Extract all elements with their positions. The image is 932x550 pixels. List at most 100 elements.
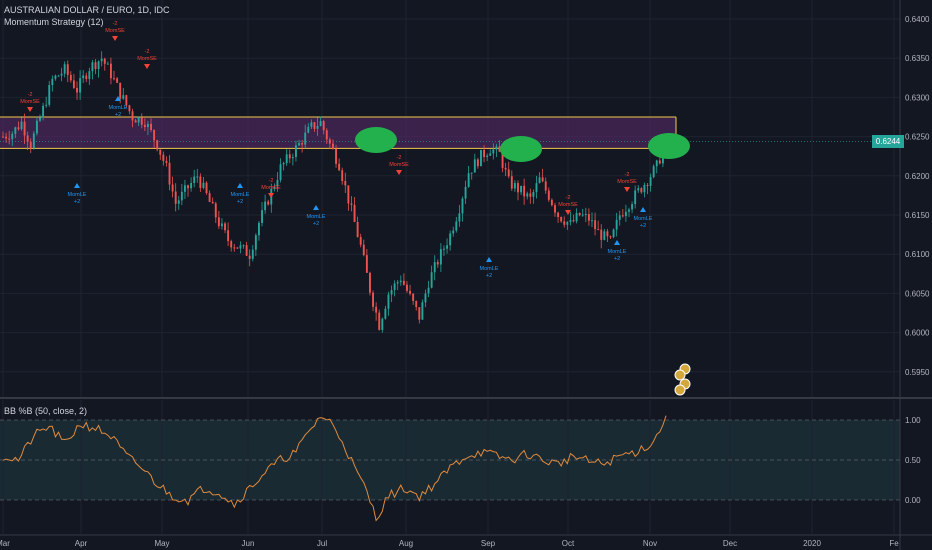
touch-highlights bbox=[355, 127, 690, 162]
candle-body bbox=[658, 160, 661, 164]
short-entry-label: MomSE bbox=[261, 185, 281, 191]
price-tick-label: 0.6200 bbox=[905, 172, 930, 181]
candle-body bbox=[42, 105, 45, 118]
candle-body bbox=[153, 129, 156, 141]
short-entry-label: MomSE bbox=[137, 56, 157, 62]
candle-body bbox=[254, 235, 257, 250]
candle-body bbox=[563, 221, 566, 225]
replay-icon-b[interactable] bbox=[674, 369, 686, 381]
candle-body bbox=[227, 230, 230, 242]
short-entry-arrow bbox=[112, 36, 118, 41]
candle-body bbox=[307, 126, 310, 133]
short-entry-qty: -2 bbox=[145, 49, 150, 55]
long-entry-qty: +2 bbox=[115, 112, 121, 118]
time-tick-label: Oct bbox=[562, 539, 575, 548]
time-tick-label: May bbox=[154, 539, 169, 548]
candle-body bbox=[276, 180, 279, 187]
candle-body bbox=[51, 78, 54, 86]
long-entry-label: MomLE bbox=[608, 249, 627, 255]
candle-body bbox=[224, 223, 226, 231]
candle-body bbox=[279, 164, 282, 181]
indicator-title[interactable]: BB %B (50, close, 2) bbox=[4, 406, 88, 416]
candle-body bbox=[85, 75, 88, 80]
short-entry-label: MomSE bbox=[105, 28, 125, 34]
candle-body bbox=[652, 166, 655, 178]
candle-body bbox=[492, 149, 495, 154]
price-tick-label: 0.6300 bbox=[905, 93, 930, 102]
candle-body bbox=[547, 190, 550, 200]
candle-body bbox=[261, 210, 263, 223]
candle-body bbox=[199, 176, 202, 188]
candle-body bbox=[239, 245, 242, 249]
time-tick-label: Nov bbox=[643, 539, 657, 548]
long-entry-arrow bbox=[115, 96, 121, 101]
price-axis[interactable]: 0.6400 0.6350 0.6300 0.6250 0.6200 0.6150 0.61… bbox=[905, 15, 930, 377]
candle-body bbox=[362, 244, 365, 256]
candle-body bbox=[125, 95, 128, 106]
candle-body bbox=[2, 136, 4, 138]
candle-body bbox=[174, 191, 177, 204]
candle-body bbox=[113, 78, 115, 80]
candle-body bbox=[449, 233, 452, 246]
candle-body bbox=[134, 120, 137, 123]
candle-body bbox=[29, 141, 32, 149]
candle-body bbox=[335, 148, 337, 164]
candle-body bbox=[193, 176, 196, 183]
candle-body bbox=[103, 58, 106, 64]
candle-body bbox=[100, 58, 103, 62]
candle-body bbox=[624, 211, 627, 217]
strategy-title[interactable]: Momentum Strategy (12) bbox=[4, 17, 104, 27]
candle-body bbox=[600, 229, 603, 240]
price-tick-label: 0.6100 bbox=[905, 250, 930, 259]
candle-body bbox=[634, 190, 637, 205]
long-entry-arrow bbox=[237, 183, 243, 188]
candle-body bbox=[375, 306, 378, 313]
candle-body bbox=[122, 95, 125, 99]
candle-body bbox=[137, 117, 140, 123]
short-entry-label: MomSE bbox=[20, 99, 40, 105]
symbol-title[interactable]: AUSTRALIAN DOLLAR / EURO, 1D, IDC bbox=[4, 5, 170, 15]
candle-body bbox=[473, 159, 476, 173]
candle-body bbox=[372, 292, 374, 307]
candle-body bbox=[264, 201, 267, 211]
candle-body bbox=[32, 133, 35, 149]
candle-body bbox=[8, 138, 11, 140]
candle-body bbox=[618, 215, 621, 220]
candle-body bbox=[399, 280, 402, 283]
candle-body bbox=[584, 213, 587, 215]
candle-body bbox=[646, 184, 649, 186]
replay-icons[interactable] bbox=[674, 363, 691, 396]
candle-body bbox=[529, 193, 532, 197]
candle-body bbox=[5, 136, 8, 139]
candle-body bbox=[495, 146, 498, 150]
candle-body bbox=[424, 293, 427, 303]
candle-body bbox=[498, 146, 501, 152]
candle-body bbox=[532, 192, 535, 197]
candle-body bbox=[467, 173, 470, 187]
price-tick-label: 0.6400 bbox=[905, 15, 930, 24]
indicator-axis[interactable]: 1.00 0.50 0.00 bbox=[905, 416, 921, 505]
touch-highlight-ellipse bbox=[648, 133, 690, 159]
short-entry-arrow bbox=[27, 107, 33, 112]
price-pane[interactable] bbox=[0, 0, 900, 397]
candle-body bbox=[655, 160, 658, 167]
candle-body bbox=[430, 272, 433, 288]
candle-body bbox=[273, 186, 276, 189]
replay-icon-d[interactable] bbox=[674, 384, 686, 396]
candle-body bbox=[35, 120, 38, 134]
candle-body bbox=[291, 156, 294, 159]
candle-body bbox=[109, 63, 112, 79]
short-entry-arrow bbox=[268, 193, 274, 198]
time-axis[interactable]: Mar Apr May Jun Jul Aug Sep Oct Nov Dec 2020 Fe bbox=[0, 539, 899, 548]
candle-body bbox=[538, 177, 541, 184]
candle-body bbox=[591, 220, 593, 222]
candle-body bbox=[464, 186, 467, 199]
strategy-markers: MomLE+2MomLE+2MomLE+2MomLE+2MomLE+2MomLE… bbox=[20, 21, 653, 279]
candle-body bbox=[572, 220, 575, 222]
candle-body bbox=[486, 155, 489, 158]
bb-percent-b-line bbox=[2, 415, 667, 522]
last-price-tag: 0.6244 bbox=[872, 135, 904, 148]
candle-body bbox=[520, 185, 523, 193]
candle-body bbox=[439, 249, 442, 265]
